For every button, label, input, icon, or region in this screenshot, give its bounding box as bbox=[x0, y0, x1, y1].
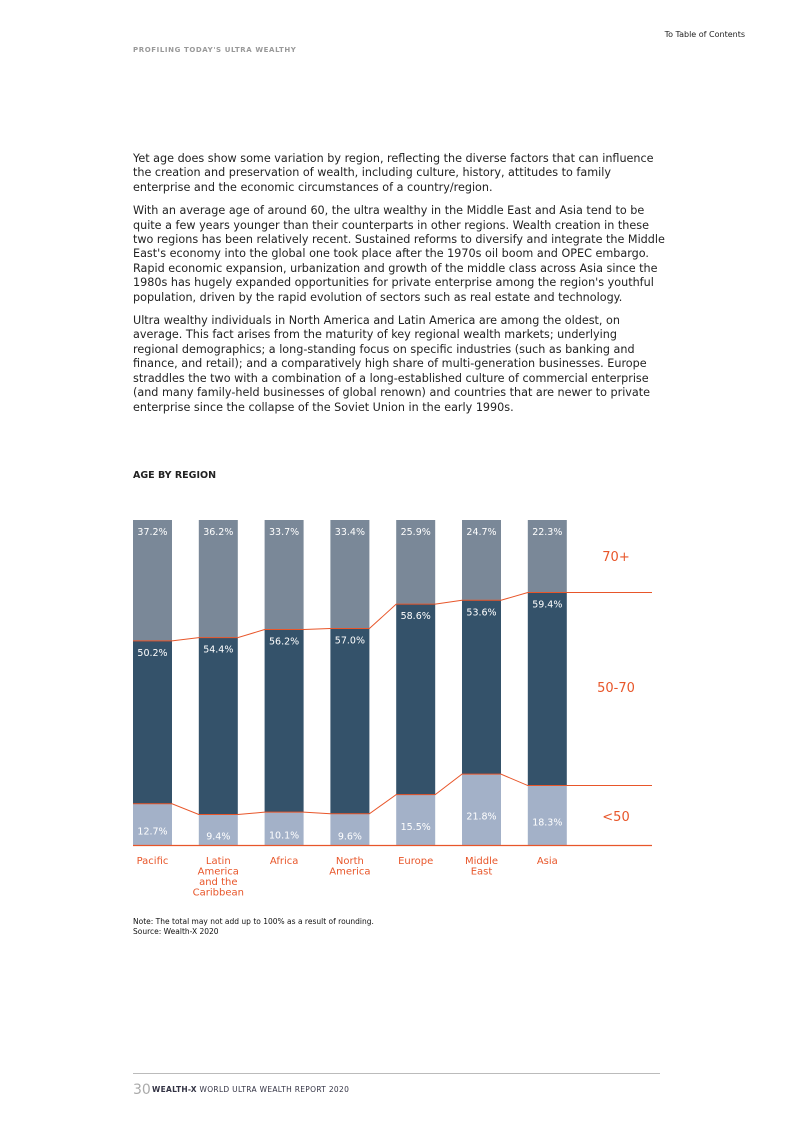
bar-segment-under-50 bbox=[264, 812, 304, 845]
boundary-line-50 bbox=[133, 773, 652, 815]
bar-segment-70-plus bbox=[330, 520, 370, 629]
data-label-50-70: 56.2% bbox=[269, 637, 299, 648]
bar-segment-under-50 bbox=[527, 785, 567, 845]
bar-segment-under-50 bbox=[198, 814, 238, 845]
data-label-under-50: 21.8% bbox=[466, 812, 496, 823]
category-label: Asia bbox=[537, 856, 558, 867]
bar-segment-under-50 bbox=[396, 794, 436, 845]
report-title: WORLD ULTRA WEALTH REPORT 2020 bbox=[199, 1085, 350, 1094]
legend-label: 50-70 bbox=[597, 681, 635, 696]
paragraph: Ultra wealthy individuals in North Ameri… bbox=[133, 314, 651, 414]
bar-segment-50-70 bbox=[198, 637, 238, 815]
data-label-under-50: 12.7% bbox=[137, 826, 167, 837]
legend-label: <50 bbox=[602, 810, 629, 825]
data-label-70-plus: 33.7% bbox=[269, 527, 299, 538]
data-label-70-plus: 25.9% bbox=[401, 527, 431, 538]
category-label: America bbox=[198, 867, 239, 878]
age-by-region-chart: 37.2% 50.2% 12.7% Pacific 36.2% 54.4% 9.4% Lati… bbox=[133, 520, 652, 899]
boundary-line-70 bbox=[133, 591, 652, 642]
bar-segment-50-70 bbox=[264, 629, 304, 813]
data-label-50-70: 59.4% bbox=[532, 599, 562, 610]
bar-segment-70-plus bbox=[198, 520, 238, 638]
category-label: East bbox=[471, 867, 493, 878]
data-label-50-70: 58.6% bbox=[401, 611, 431, 622]
bar-segment-70-plus bbox=[396, 520, 436, 605]
report-name: WEALTH-X WORLD ULTRA WEALTH REPORT 2020 bbox=[152, 1085, 349, 1094]
bar-segment-70-plus bbox=[462, 520, 501, 601]
bar-segment-50-70 bbox=[462, 600, 501, 775]
category-label: Pacific bbox=[137, 856, 169, 867]
bar-segment-50-70 bbox=[396, 604, 436, 795]
bar-segment-50-70 bbox=[330, 628, 370, 814]
data-label-70-plus: 36.2% bbox=[203, 527, 233, 538]
data-label-under-50: 9.4% bbox=[206, 832, 230, 843]
data-label-70-plus: 33.4% bbox=[335, 527, 365, 538]
data-label-under-50: 10.1% bbox=[269, 831, 299, 842]
data-label-70-plus: 37.2% bbox=[137, 527, 167, 538]
source-note: Source: Wealth-X 2020 bbox=[133, 927, 219, 936]
category-label: North bbox=[336, 856, 364, 867]
chart-title: AGE BY REGION bbox=[133, 470, 217, 481]
data-label-50-70: 54.4% bbox=[203, 645, 233, 656]
page-number: 30 bbox=[133, 1082, 151, 1098]
data-label-under-50: 18.3% bbox=[532, 817, 562, 828]
footer-divider bbox=[133, 1073, 660, 1074]
bar-segment-under-50 bbox=[330, 813, 370, 845]
bar-segment-50-70 bbox=[133, 640, 172, 804]
category-label: America bbox=[329, 867, 370, 878]
category-label: Latin bbox=[206, 856, 231, 867]
legend-label: 70+ bbox=[602, 550, 629, 565]
category-label: Europe bbox=[398, 856, 433, 867]
data-label-under-50: 9.6% bbox=[338, 831, 362, 842]
paragraph: With an average age of around 60, the ul… bbox=[133, 204, 665, 304]
rounding-note: Note: The total may not add up to 100% a… bbox=[133, 917, 374, 926]
paragraph: Yet age does show some variation by regi… bbox=[133, 152, 654, 194]
bar-segment-70-plus bbox=[527, 520, 567, 593]
category-label: Africa bbox=[270, 856, 299, 867]
chart-notes: Note: The total may not add up to 100% a… bbox=[133, 917, 374, 937]
bar-segment-under-50 bbox=[462, 774, 501, 845]
brand-name: WEALTH-X bbox=[152, 1085, 197, 1094]
bar-segment-70-plus bbox=[264, 520, 304, 630]
bar-segment-50-70 bbox=[527, 592, 567, 786]
data-label-50-70: 50.2% bbox=[137, 648, 167, 659]
body-text: Yet age does show some variation by regi… bbox=[133, 152, 665, 424]
table-of-contents-link[interactable]: To Table of Contents bbox=[664, 30, 745, 39]
bar-segment-70-plus bbox=[133, 520, 172, 641]
category-label: and the bbox=[199, 877, 237, 888]
data-label-under-50: 15.5% bbox=[401, 822, 431, 833]
category-label: Caribbean bbox=[193, 888, 244, 899]
data-label-50-70: 53.6% bbox=[466, 607, 496, 618]
data-label-70-plus: 24.7% bbox=[466, 527, 496, 538]
running-title: PROFILING TODAY'S ULTRA WEALTHY bbox=[133, 46, 297, 54]
data-label-70-plus: 22.3% bbox=[532, 527, 562, 538]
category-label: Middle bbox=[465, 856, 498, 867]
bar-segment-under-50 bbox=[133, 803, 172, 845]
data-label-50-70: 57.0% bbox=[335, 636, 365, 647]
